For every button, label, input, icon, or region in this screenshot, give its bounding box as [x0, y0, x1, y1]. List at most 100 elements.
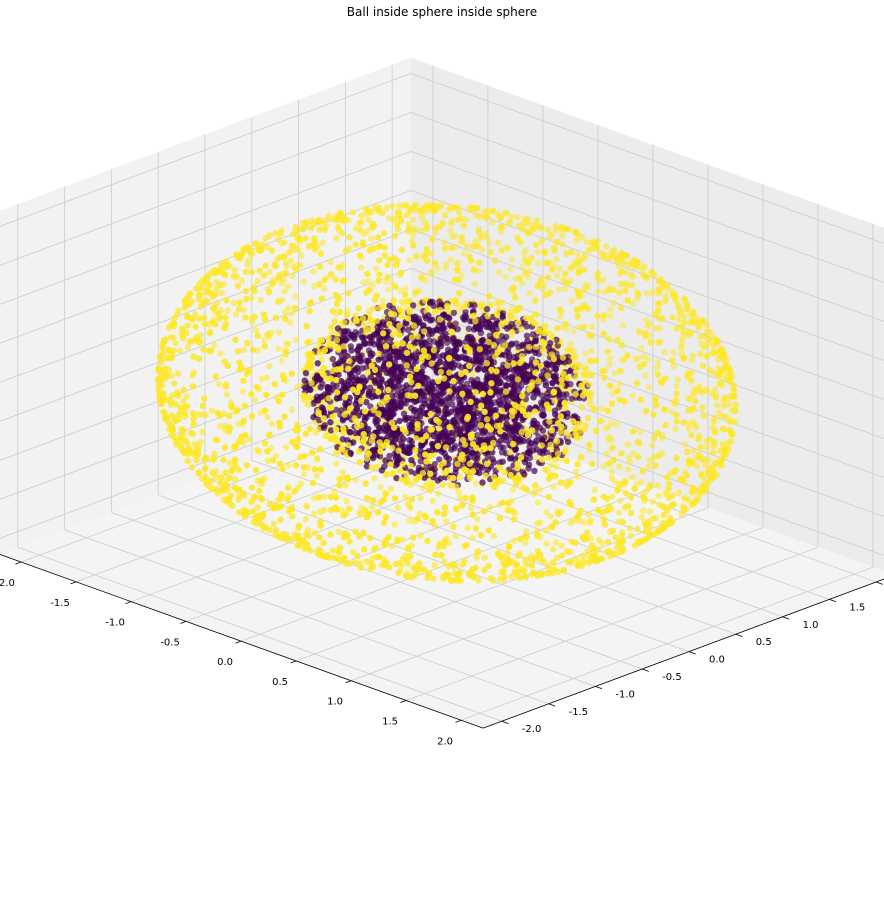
data-point — [197, 439, 204, 446]
data-point — [383, 204, 390, 211]
data-point — [469, 494, 476, 501]
data-point — [322, 432, 329, 440]
data-point — [564, 374, 571, 382]
data-point — [421, 380, 428, 387]
data-point — [249, 346, 257, 353]
data-point — [526, 386, 533, 393]
data-point — [334, 217, 341, 224]
data-point — [288, 505, 295, 513]
data-point — [550, 389, 557, 396]
data-point — [365, 425, 372, 433]
data-point — [302, 384, 309, 391]
data-point — [681, 313, 688, 320]
data-point — [541, 323, 549, 330]
data-point — [660, 503, 667, 510]
data-point — [332, 504, 339, 511]
data-point — [533, 437, 540, 445]
data-point — [438, 552, 445, 559]
data-point — [459, 436, 467, 444]
data-point — [358, 212, 365, 219]
data-point — [333, 235, 340, 242]
data-point — [343, 311, 351, 318]
data-point — [530, 394, 537, 401]
data-point — [619, 544, 626, 551]
data-point — [266, 268, 273, 276]
data-point — [619, 532, 626, 539]
data-point — [410, 534, 417, 541]
data-point — [645, 518, 652, 525]
data-point — [229, 502, 236, 509]
data-point — [499, 313, 506, 320]
data-point — [710, 342, 717, 349]
data-point — [619, 518, 627, 526]
data-point — [473, 554, 480, 561]
data-point — [282, 269, 290, 277]
data-point — [465, 407, 472, 415]
data-point — [629, 300, 637, 307]
data-point — [386, 355, 394, 362]
data-point — [361, 546, 368, 553]
data-point — [348, 347, 355, 354]
data-point — [538, 225, 545, 232]
data-point — [600, 330, 607, 338]
data-point — [403, 556, 410, 564]
data-point — [400, 410, 408, 417]
data-point — [598, 405, 605, 412]
data-point — [616, 381, 623, 388]
x-tick-mark — [180, 621, 187, 624]
data-point — [448, 328, 456, 336]
data-point — [447, 256, 455, 263]
data-point — [446, 369, 453, 376]
data-point — [593, 427, 600, 434]
data-point — [403, 470, 410, 478]
data-point — [428, 269, 435, 276]
data-point — [569, 418, 577, 425]
data-point — [574, 230, 581, 238]
y-tick-mark — [688, 651, 696, 655]
data-point — [669, 501, 676, 509]
data-point — [532, 311, 539, 318]
data-point — [566, 386, 573, 393]
data-point — [298, 252, 305, 259]
data-point — [641, 263, 648, 270]
data-point — [443, 402, 451, 409]
data-point — [410, 216, 417, 223]
data-point — [432, 229, 439, 237]
data-point — [365, 389, 373, 396]
data-point — [471, 280, 479, 288]
data-point — [434, 437, 441, 444]
data-point — [386, 302, 393, 309]
data-point — [519, 392, 526, 400]
data-point — [579, 392, 587, 399]
data-point — [646, 481, 654, 489]
data-point — [329, 355, 337, 363]
data-point — [173, 438, 180, 445]
data-point — [462, 308, 469, 316]
data-point — [699, 404, 706, 411]
data-point — [218, 289, 226, 297]
data-point — [398, 298, 406, 305]
data-point — [352, 241, 359, 248]
data-point — [731, 418, 739, 425]
data-point — [378, 467, 386, 474]
data-point — [539, 347, 547, 354]
data-point — [275, 329, 283, 336]
data-point — [604, 407, 611, 414]
data-point — [543, 527, 550, 534]
data-point — [370, 407, 377, 414]
data-point — [221, 358, 228, 365]
data-point — [501, 342, 508, 349]
data-point — [368, 326, 375, 333]
data-point — [476, 346, 484, 353]
data-point — [567, 519, 575, 526]
data-point — [334, 223, 342, 231]
data-point — [390, 216, 397, 223]
data-point — [328, 323, 335, 331]
data-point — [355, 352, 362, 359]
data-point — [552, 366, 559, 373]
data-point — [585, 511, 592, 518]
data-point — [441, 504, 448, 511]
data-point — [563, 250, 570, 257]
data-point — [688, 432, 695, 439]
data-point — [717, 457, 724, 464]
